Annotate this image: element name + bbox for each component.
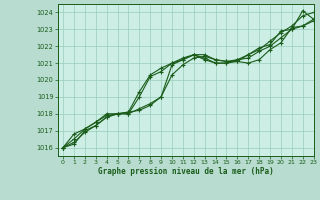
X-axis label: Graphe pression niveau de la mer (hPa): Graphe pression niveau de la mer (hPa) (98, 167, 274, 176)
